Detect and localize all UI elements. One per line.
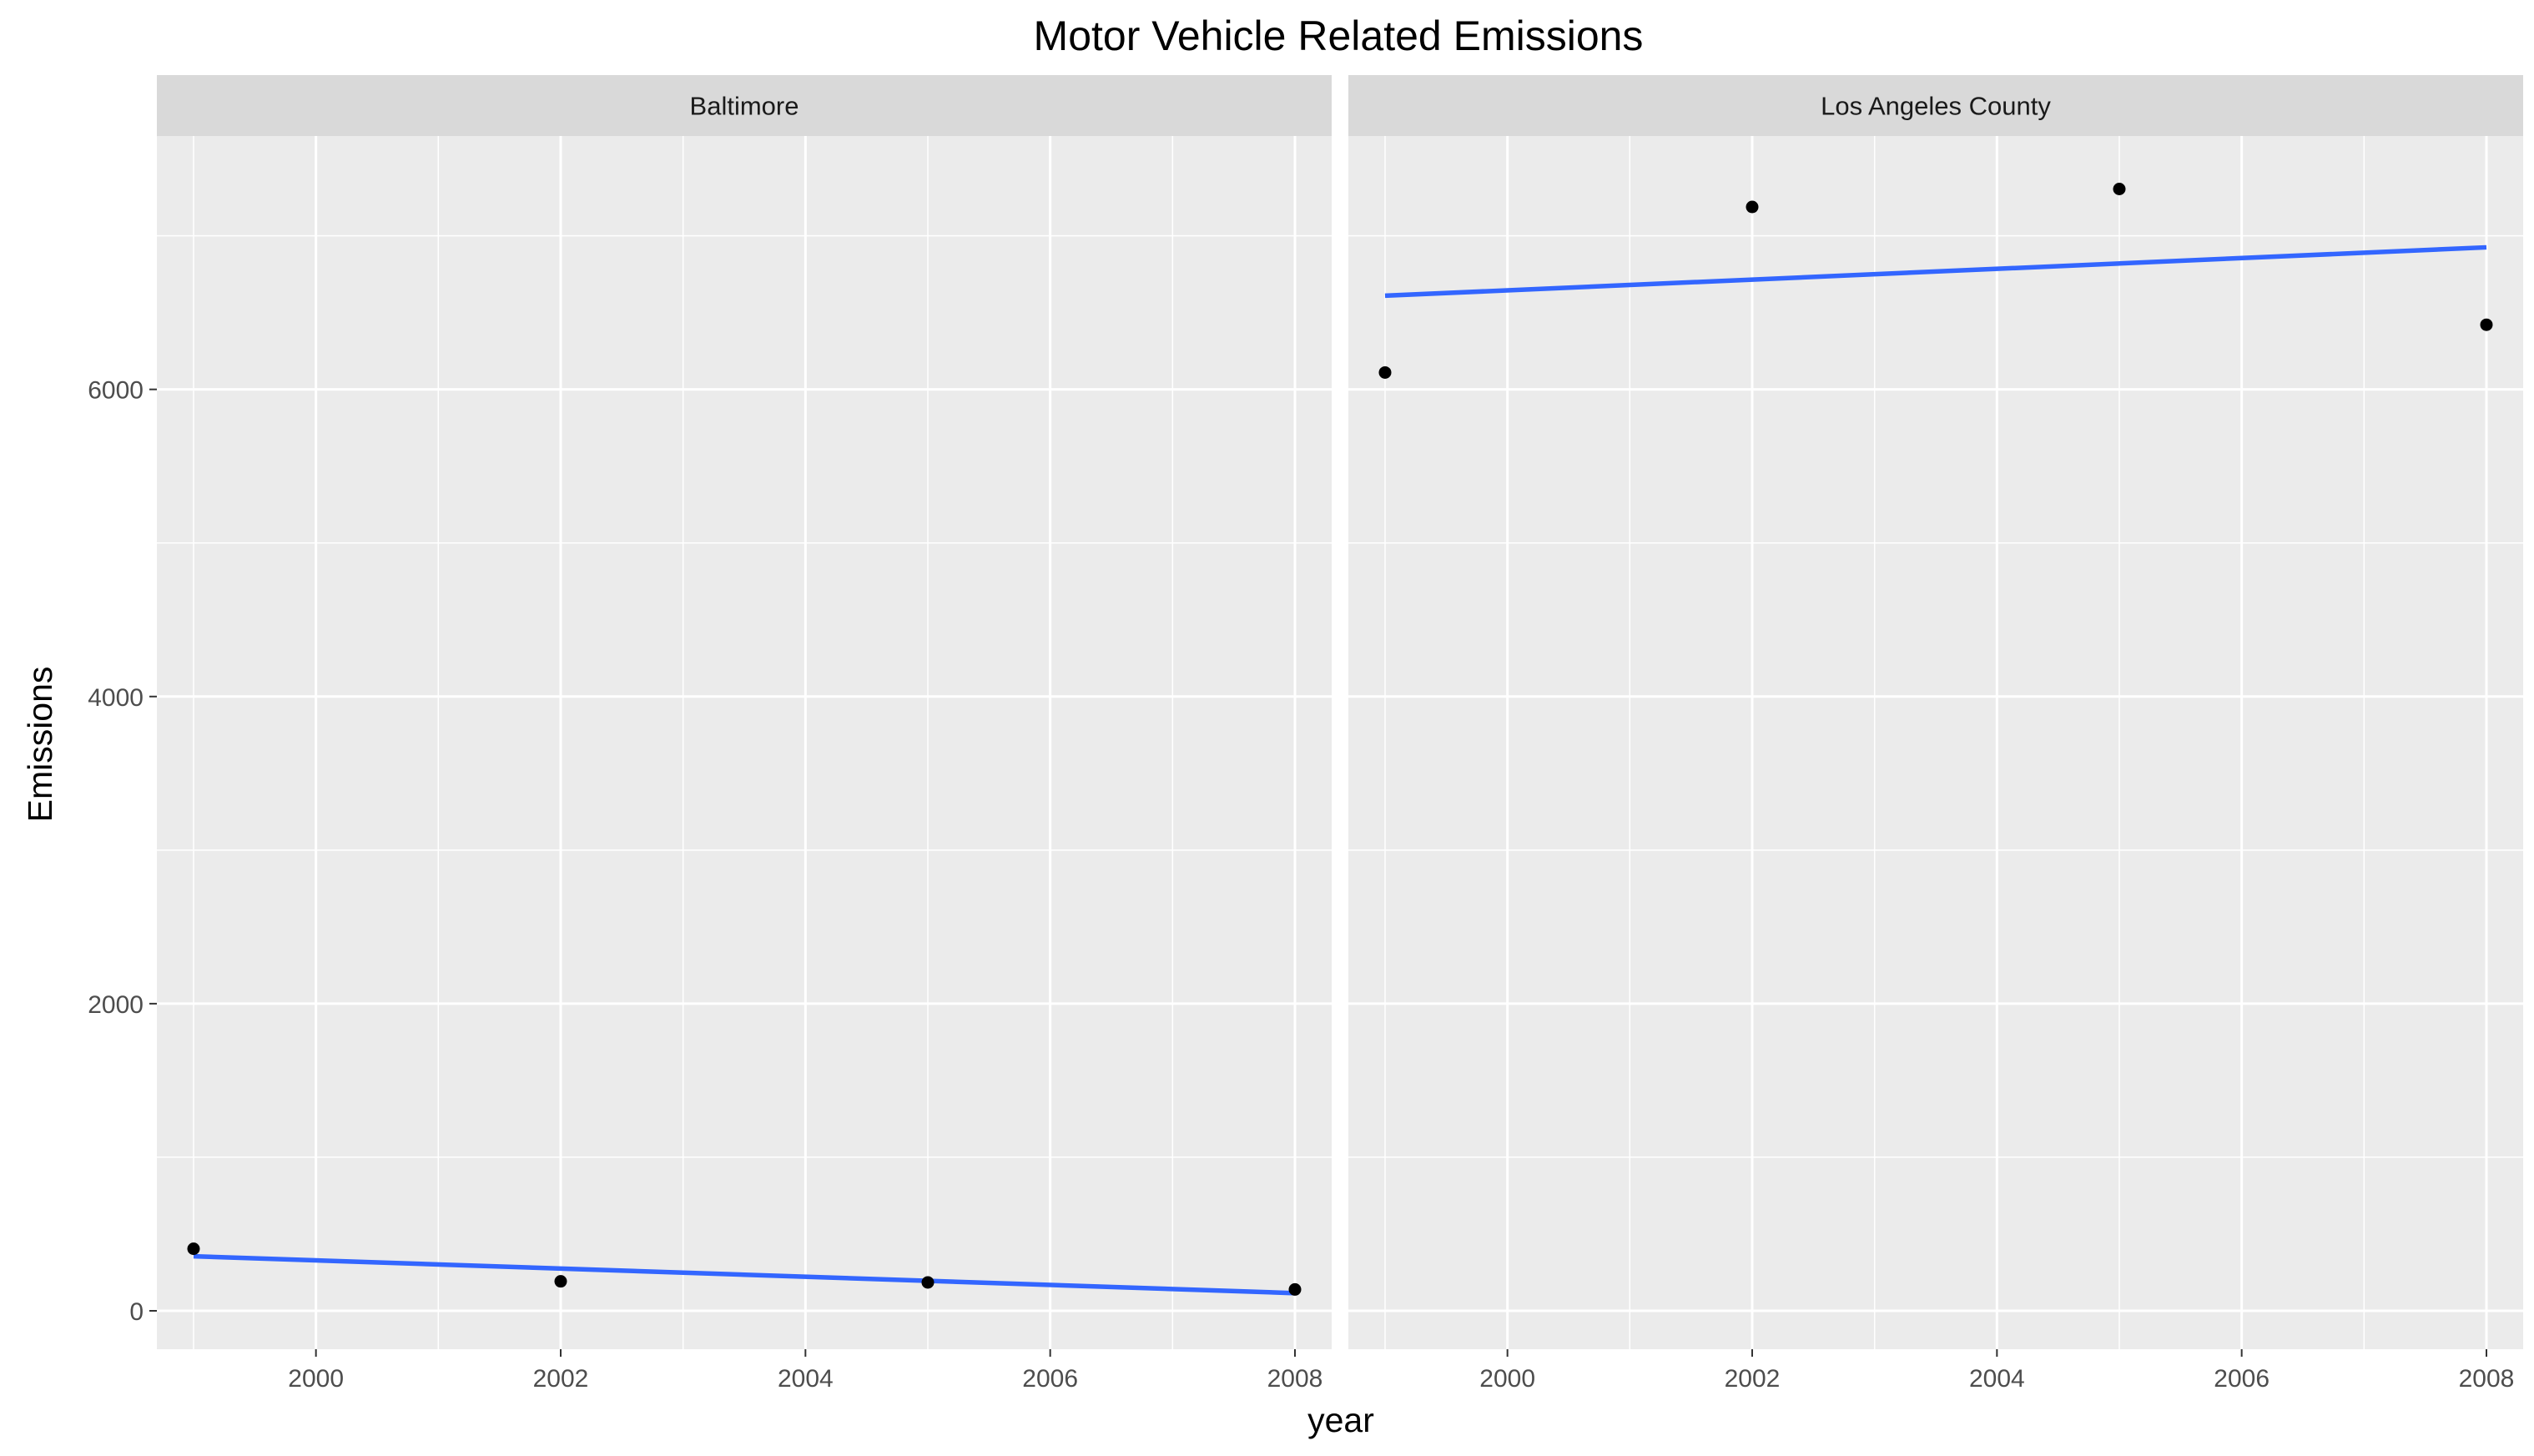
data-point <box>1288 1282 1302 1296</box>
x-tick-label: 2004 <box>778 1365 834 1393</box>
y-axis: 0 2000 4000 6000 <box>88 377 157 1326</box>
facet-strip <box>157 75 1332 136</box>
trend-line <box>1384 244 2487 299</box>
x-tick-label: 2006 <box>1022 1365 1078 1393</box>
y-axis-title: Emissions <box>21 667 59 823</box>
facet-panel: Los Angeles County 2000 2002 2004 2006 2008 <box>1348 75 2523 1393</box>
data-point <box>1378 365 1392 379</box>
x-tick-label: 2006 <box>2214 1365 2270 1393</box>
data-point <box>187 1242 200 1256</box>
y-tick-label: 2000 <box>88 991 144 1019</box>
x-tick-label: 2008 <box>2459 1365 2515 1393</box>
y-tick-label: 0 <box>129 1298 144 1326</box>
x-tick-label: 2000 <box>288 1365 344 1393</box>
data-point <box>921 1276 935 1289</box>
x-tick-label: 2004 <box>1969 1365 2025 1393</box>
y-tick-label: 4000 <box>88 684 144 712</box>
y-tick-label: 6000 <box>88 377 144 405</box>
panel-background <box>1348 136 2523 1349</box>
data-point <box>554 1275 567 1288</box>
x-tick-label: 2002 <box>1725 1365 1781 1393</box>
data-point <box>1746 200 1759 214</box>
data-point <box>2113 182 2126 195</box>
data-point <box>2480 318 2493 331</box>
x-tick-label: 2002 <box>533 1365 589 1393</box>
trend-line <box>193 1253 1296 1296</box>
facet-strip <box>1348 75 2523 136</box>
x-tick-label: 2008 <box>1267 1365 1323 1393</box>
facet-strip-label: Los Angeles County <box>1821 92 2051 121</box>
x-tick-label: 2000 <box>1479 1365 1535 1393</box>
x-axis-title: year <box>1307 1401 1374 1439</box>
facet-panel: Baltimore 2000 2002 2004 2006 2008 <box>157 75 1332 1393</box>
panel-background <box>157 136 1332 1349</box>
facet-strip-label: Baltimore <box>690 92 799 121</box>
chart-title: Motor Vehicle Related Emissions <box>1034 13 1644 59</box>
